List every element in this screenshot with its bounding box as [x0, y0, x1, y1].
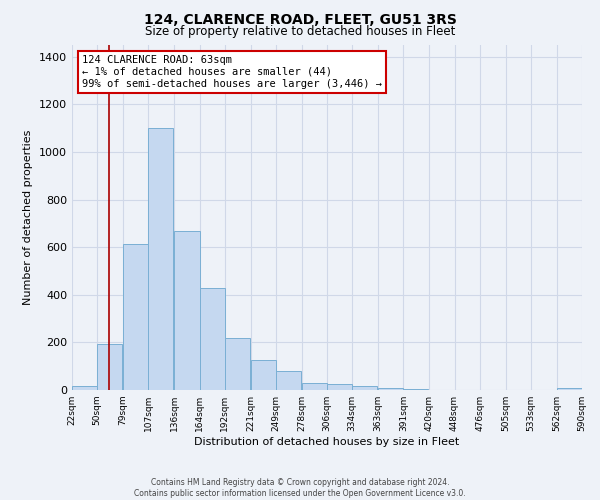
Bar	[302, 383, 327, 390]
Bar	[72, 386, 97, 390]
Bar	[403, 389, 428, 390]
Text: 124, CLARENCE ROAD, FLEET, GU51 3RS: 124, CLARENCE ROAD, FLEET, GU51 3RS	[143, 12, 457, 26]
Text: Size of property relative to detached houses in Fleet: Size of property relative to detached ho…	[145, 25, 455, 38]
Bar	[276, 372, 301, 390]
Bar	[557, 388, 582, 390]
Bar	[327, 384, 352, 390]
Bar	[175, 231, 199, 390]
Bar	[378, 388, 403, 390]
Bar	[199, 288, 224, 390]
Text: Contains HM Land Registry data © Crown copyright and database right 2024.
Contai: Contains HM Land Registry data © Crown c…	[134, 478, 466, 498]
Bar	[97, 344, 122, 390]
Bar	[224, 338, 250, 390]
X-axis label: Distribution of detached houses by size in Fleet: Distribution of detached houses by size …	[194, 437, 460, 447]
Bar	[352, 386, 377, 390]
Bar	[251, 360, 276, 390]
Bar	[148, 128, 173, 390]
Y-axis label: Number of detached properties: Number of detached properties	[23, 130, 34, 305]
Bar	[123, 244, 148, 390]
Text: 124 CLARENCE ROAD: 63sqm
← 1% of detached houses are smaller (44)
99% of semi-de: 124 CLARENCE ROAD: 63sqm ← 1% of detache…	[82, 56, 382, 88]
